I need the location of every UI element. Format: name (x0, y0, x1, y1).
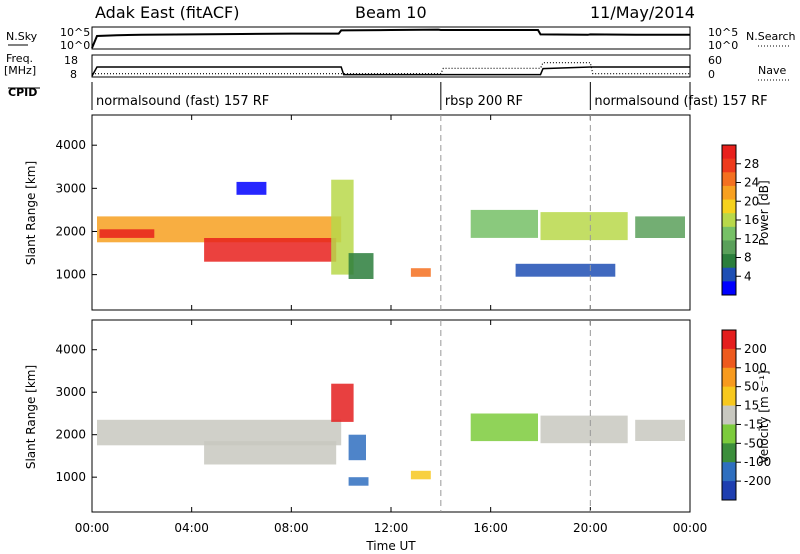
colorbar-tick-label: 8 (744, 251, 752, 265)
time-tick-label: 04:00 (174, 521, 209, 535)
power-colorbar: 4 8 12 16 20 24 28 Power [dB] (721, 144, 771, 296)
time-tick-label: 00:00 (75, 521, 110, 535)
beam-label: Beam 10 (355, 3, 427, 22)
power-ylabel: Slant Range [km] (24, 161, 38, 265)
time-tick-label: 08:00 (274, 521, 309, 535)
nsky-tick-high: 10^5 (60, 26, 90, 39)
time-axis: 00:00 04:00 08:00 12:00 16:00 20:00 00:00 (75, 115, 708, 535)
cpid-segment-label: normalsound (fast) 157 RF (594, 94, 767, 109)
freq-series-line (91, 66, 690, 77)
freq-tick-high: 18 (64, 54, 78, 67)
plot-title: Adak East (fitACF) (95, 3, 239, 22)
range-tick-label: 3000 (55, 181, 86, 195)
velocity-colorbar-label: Velocity [m s⁻¹] (757, 370, 771, 463)
range-tick-label: 3000 (55, 385, 86, 399)
range-tick-label: 4000 (55, 138, 86, 152)
colorbar-tick-label: 50 (744, 380, 759, 394)
nsearch-tick-low: 10^0 (708, 39, 738, 52)
date-label: 11/May/2014 (590, 3, 695, 22)
echo-band (204, 441, 337, 465)
echo-band (348, 477, 369, 486)
echo-band (540, 212, 628, 241)
colorbar-tick-label: 16 (744, 213, 759, 227)
colorbar-tick-label: 20 (744, 194, 759, 208)
velocity-ylabel: Slant Range [km] (24, 365, 38, 469)
colorbar-tick-label: -15 (744, 417, 764, 431)
nsearch-label: N.Search (746, 30, 796, 43)
colorbar-tick-label: 200 (744, 342, 767, 356)
nave-series-line (92, 62, 690, 75)
noise-panel: N.Sky 10^5 10^0 10^5 10^0 N.Search (6, 26, 796, 52)
echo-band (331, 383, 354, 422)
echo-band (348, 253, 374, 279)
cpid-segment-label: rbsp 200 RF (445, 94, 523, 109)
nsky-series-line (91, 28, 690, 49)
nsky-label: N.Sky (6, 30, 38, 43)
echo-band (236, 181, 267, 195)
range-tick-label: 1000 (55, 470, 86, 484)
echo-band (331, 179, 354, 275)
colorbar-tick-label: -200 (744, 474, 771, 488)
nsky-tick-low: 10^0 (60, 39, 90, 52)
time-tick-label: 20:00 (573, 521, 608, 535)
time-tick-label: 00:00 (673, 521, 708, 535)
colorbar-tick-label: -100 (744, 455, 771, 469)
echo-band (99, 229, 155, 238)
nave-tick-high: 60 (708, 54, 722, 67)
range-tick-label: 1000 (55, 268, 86, 282)
colorbar-tick-label: 12 (744, 232, 759, 246)
echo-band (470, 209, 538, 238)
nsearch-tick-high: 10^5 (708, 26, 738, 39)
colorbar-tick-label: 24 (744, 176, 759, 190)
range-tick-label: 4000 (55, 343, 86, 357)
echo-band (470, 413, 538, 442)
echo-band (635, 216, 685, 238)
echo-band (410, 470, 431, 480)
cpid-label: CPID (8, 86, 37, 99)
nave-tick-low: 0 (708, 68, 715, 81)
cpid-segment-label: normalsound (fast) 157 RF (96, 94, 269, 109)
freq-label: Freq. (6, 52, 33, 65)
time-tick-label: 12:00 (374, 521, 409, 535)
echo-band (97, 419, 342, 446)
time-xlabel: Time UT (365, 539, 416, 553)
echo-band (348, 434, 366, 461)
colorbar-tick-label: 4 (744, 269, 752, 283)
colorbar-tick-label: 15 (744, 399, 759, 413)
colorbar-tick-label: 100 (744, 361, 767, 375)
echo-band (540, 415, 628, 444)
time-tick-label: 16:00 (473, 521, 508, 535)
velocity-colorbar: 200 100 50 15 -15 -50 -100 -200 Velocity [m s⁻¹… (721, 329, 771, 501)
nave-label: Nave (758, 64, 786, 77)
echo-band (515, 263, 616, 277)
echo-band (635, 419, 685, 441)
cpid-panel: CPID normalsound (fast) 157 RF rbsp 200 R… (8, 82, 768, 110)
echo-band (410, 268, 431, 277)
freq-unit-label: [MHz] (4, 64, 36, 77)
echo-band (204, 238, 337, 262)
range-tick-label: 2000 (55, 224, 86, 238)
freq-tick-low: 8 (70, 68, 77, 81)
colorbar-tick-label: 28 (744, 157, 759, 171)
colorbar-tick-label: -50 (744, 436, 764, 450)
power-colorbar-label: Power [dB] (757, 180, 771, 245)
range-tick-label: 2000 (55, 428, 86, 442)
frequency-panel: Freq. [MHz] 18 8 60 0 Nave (4, 52, 790, 81)
